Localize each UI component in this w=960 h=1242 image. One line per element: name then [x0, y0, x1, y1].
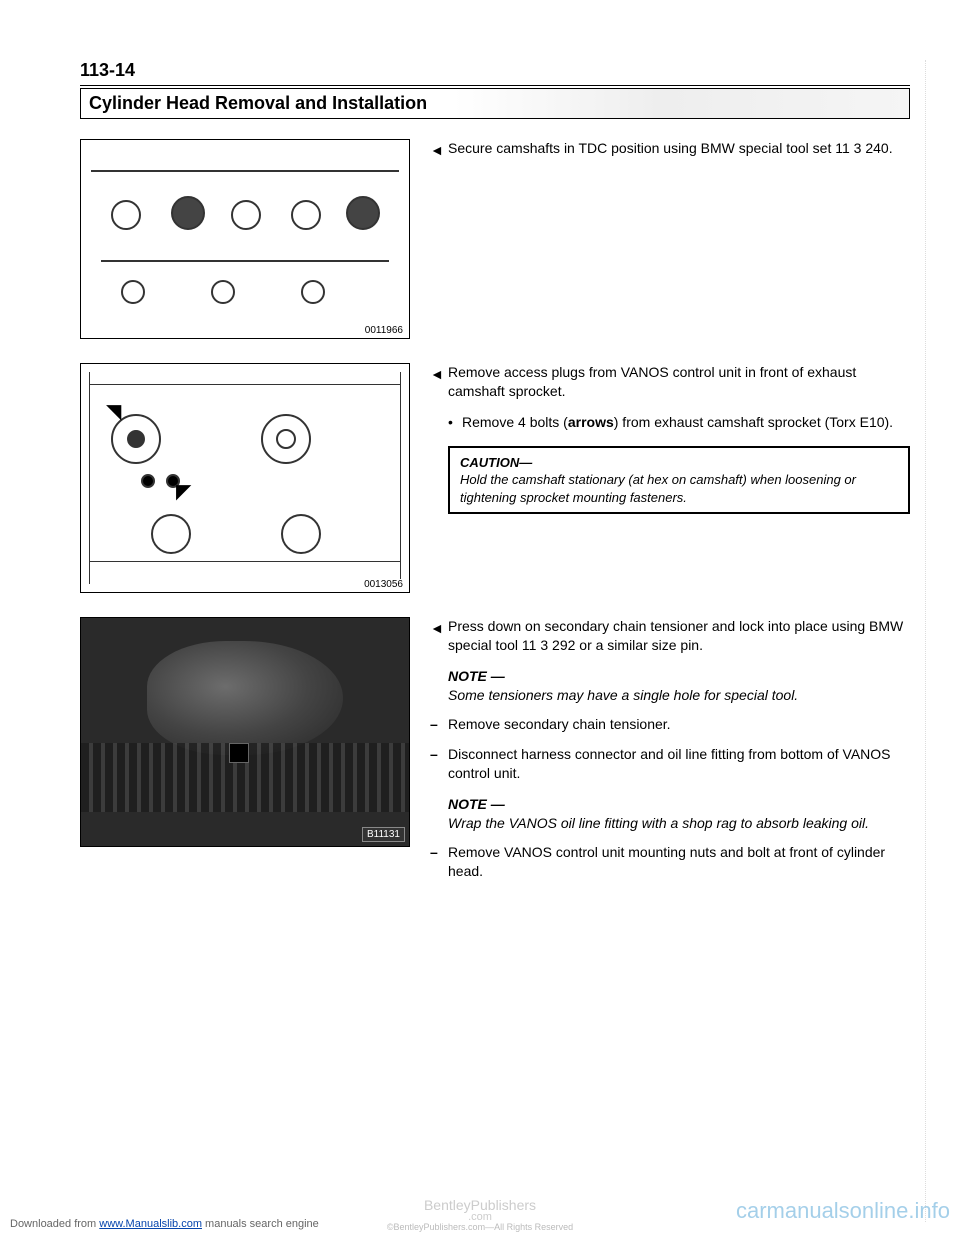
note-1: NOTE — Some tensioners may have a single…	[448, 667, 910, 705]
text-col-3: ◄ Press down on secondary chain tensione…	[430, 617, 910, 893]
pointer-icon: ◄	[430, 365, 444, 384]
footer-link[interactable]: www.Manualslib.com	[99, 1218, 202, 1230]
section-title: Cylinder Head Removal and Installation	[80, 88, 910, 119]
footer-left: Downloaded from www.Manualslib.com manua…	[10, 1218, 319, 1230]
footer-center-sub: ©BentleyPublishers.com—All Rights Reserv…	[387, 1223, 573, 1232]
caution-label: CAUTION—	[460, 455, 532, 470]
pointer-icon: ◄	[430, 619, 444, 638]
step-6: Remove VANOS control unit mounting nuts …	[430, 843, 910, 881]
row-1: 0011966 ◄ Secure camshafts in TDC positi…	[80, 139, 910, 339]
step-3: ◄ Press down on secondary chain tensione…	[430, 617, 910, 655]
step-3-text: Press down on secondary chain tensioner …	[448, 618, 903, 653]
step-2: ◄ Remove access plugs from VANOS control…	[430, 363, 910, 401]
figure-1-ref: 0011966	[363, 325, 405, 336]
note-2: NOTE — Wrap the VANOS oil line fitting w…	[448, 795, 910, 833]
figure-3-ref: B11131	[362, 827, 405, 842]
caution-text: Hold the camshaft stationary (at hex on …	[460, 472, 856, 505]
page-number: 113-14	[80, 60, 910, 81]
step-2-text: Remove access plugs from VANOS control u…	[448, 364, 856, 399]
footer-center: BentleyPublishers .com ©BentleyPublisher…	[387, 1198, 573, 1232]
figure-1: 0011966	[80, 139, 410, 339]
caution-box: CAUTION— Hold the camshaft stationary (a…	[448, 446, 910, 515]
step-1: ◄ Secure camshafts in TDC position using…	[430, 139, 910, 158]
figure-2: ◥ ◤ 0013056	[80, 363, 410, 593]
divider	[80, 85, 910, 86]
text-col-1: ◄ Secure camshafts in TDC position using…	[430, 139, 910, 339]
note-1-text: Some tensioners may have a single hole f…	[448, 687, 798, 703]
step-2-bullet-text: Remove 4 bolts (arrows) from exhaust cam…	[462, 414, 893, 430]
row-3: B11131 ◄ Press down on secondary chain t…	[80, 617, 910, 893]
step-2-bullet: Remove 4 bolts (arrows) from exhaust cam…	[448, 413, 910, 432]
step-5-text: Disconnect harness connector and oil lin…	[448, 746, 891, 781]
figure-3: B11131	[80, 617, 410, 847]
step-4-text: Remove secondary chain tensioner.	[448, 716, 671, 732]
row-2: ◥ ◤ 0013056 ◄ Remove access plugs from V…	[80, 363, 910, 593]
footer-left-pre: Downloaded from	[10, 1218, 99, 1230]
footer-left-post: manuals search engine	[202, 1218, 319, 1230]
step-5: Disconnect harness connector and oil lin…	[430, 745, 910, 783]
figure-2-box: ◥ ◤ 0013056	[80, 363, 410, 593]
step-6-text: Remove VANOS control unit mounting nuts …	[448, 844, 885, 879]
note-2-text: Wrap the VANOS oil line fitting with a s…	[448, 815, 869, 831]
figure-1-box: 0011966	[80, 139, 410, 339]
pointer-icon: ◄	[430, 141, 444, 160]
note-2-label: NOTE —	[448, 796, 505, 812]
watermark: carmanualsonline.info	[736, 1198, 950, 1224]
figure-2-ref: 0013056	[362, 579, 405, 590]
page-edge-line	[925, 60, 926, 1222]
note-1-label: NOTE —	[448, 668, 505, 684]
figure-3-box: B11131	[80, 617, 410, 893]
text-col-2: ◄ Remove access plugs from VANOS control…	[430, 363, 910, 593]
footer-center-top: BentleyPublishers	[387, 1198, 573, 1212]
step-4: Remove secondary chain tensioner.	[430, 715, 910, 734]
step-1-text: Secure camshafts in TDC position using B…	[448, 140, 893, 156]
